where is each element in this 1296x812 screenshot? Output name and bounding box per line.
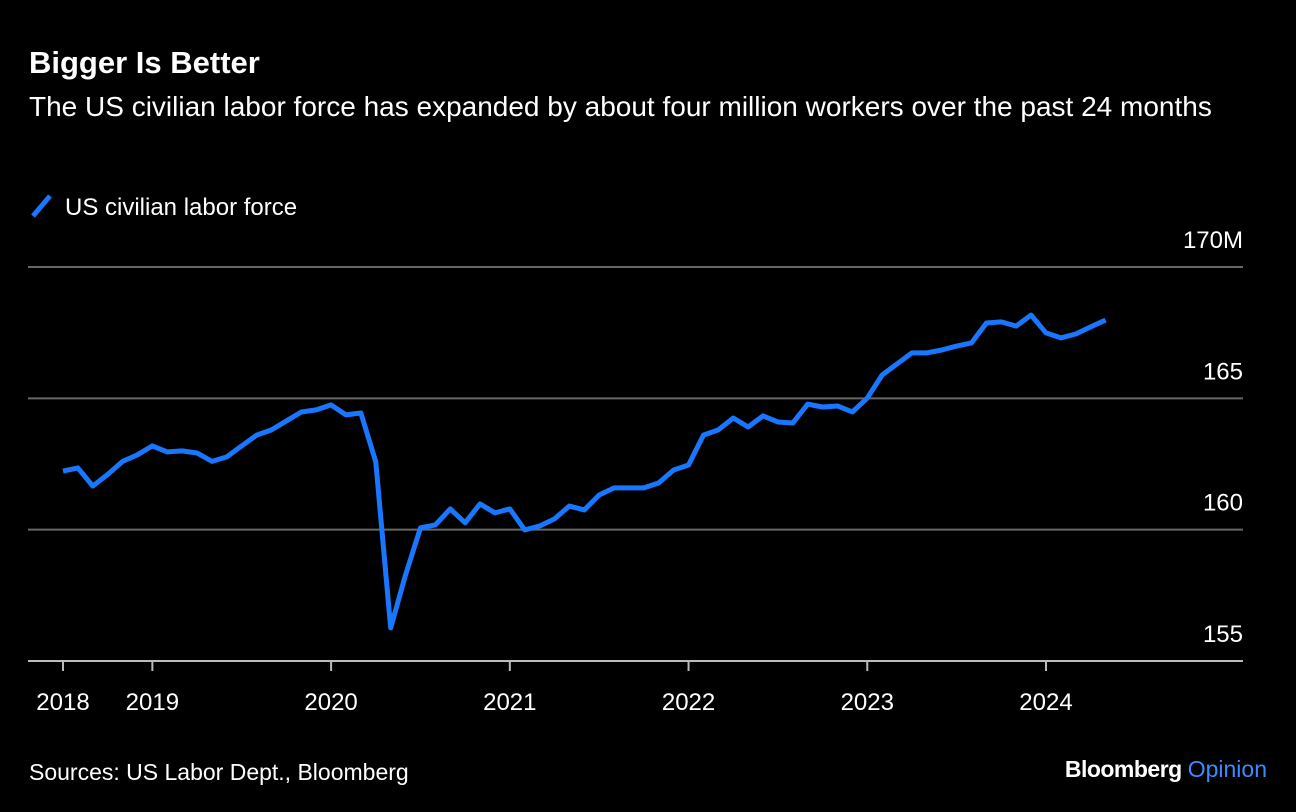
brand-name: Bloomberg (1065, 756, 1182, 782)
y-tick-label: 160 (1203, 490, 1243, 517)
chart-subtitle: The US civilian labor force has expanded… (29, 91, 1212, 122)
legend-swatch (31, 194, 52, 218)
x-tick-label: 2021 (483, 689, 536, 716)
x-tick-label: 2024 (1019, 689, 1072, 716)
x-tick-label: 2018 (36, 689, 89, 716)
legend-label: US civilian labor force (65, 194, 297, 221)
x-tick-label: 2022 (662, 689, 715, 716)
x-tick-label: 2023 (841, 689, 894, 716)
brand-section: Opinion (1188, 756, 1267, 782)
brand-logo: Bloomberg Opinion (1065, 756, 1267, 782)
x-tick-label: 2019 (126, 689, 179, 716)
chart-title: Bigger Is Better (29, 45, 260, 80)
data-line (62, 312, 1107, 631)
y-tick-label: 170M (1183, 227, 1243, 254)
y-tick-label: 155 (1203, 621, 1243, 648)
source-note: Sources: US Labor Dept., Bloomberg (29, 759, 409, 785)
y-tick-label: 165 (1203, 358, 1243, 385)
x-tick-label: 2020 (304, 689, 357, 716)
